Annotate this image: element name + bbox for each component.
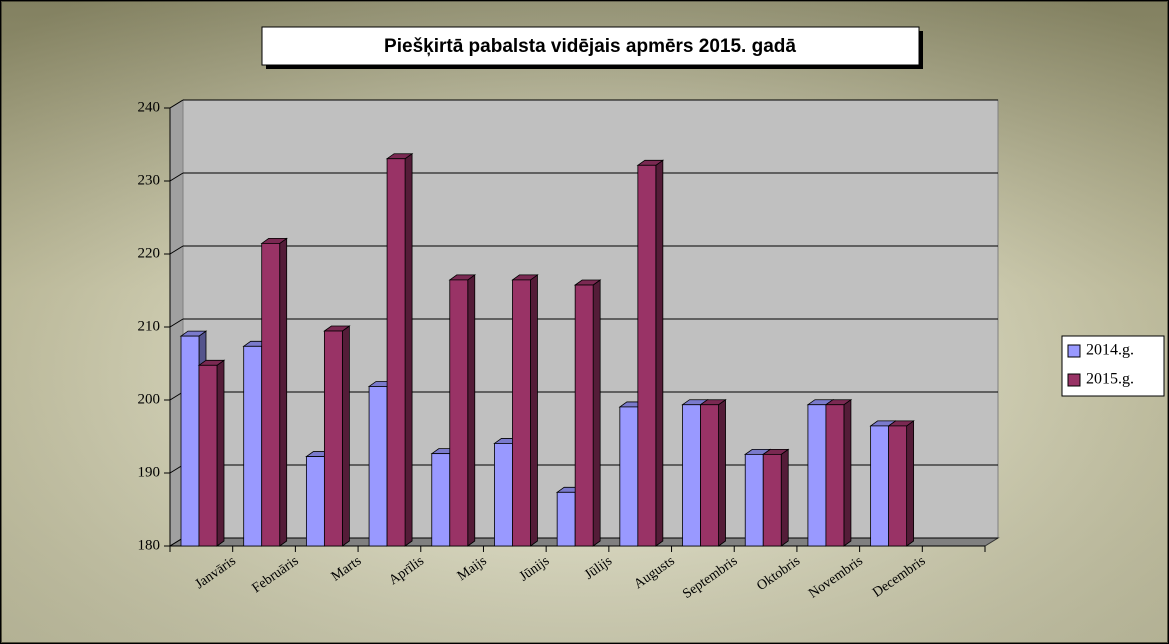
legend-swatch [1067,344,1081,358]
bar [197,359,226,547]
grid-line-side [169,99,184,109]
bar-front [386,158,406,547]
bar-front [261,242,281,547]
bar-front [556,491,576,547]
bar-front [243,345,263,547]
bar [636,159,665,547]
bar-front [888,425,908,547]
bar-side [216,359,225,547]
bar [761,448,790,547]
title-box [261,26,920,66]
y-tick-label: 220 [138,245,161,261]
bar [448,274,477,547]
bar-side [467,274,476,547]
y-tick-label: 190 [138,464,161,480]
legend-label: 2014.g. [1086,342,1134,359]
bar [260,237,288,547]
y-tick-label: 230 [138,172,161,188]
bar-front [368,386,388,547]
bar [887,420,915,547]
bar-side [655,159,664,547]
bar-side [279,237,288,547]
bar [824,398,853,547]
bar-front [762,453,782,547]
bar-front [870,425,890,547]
bar-front [574,284,594,547]
bar-side [780,448,789,547]
legend-swatch [1067,373,1081,387]
bar [323,325,351,547]
chart-title: Piešķirtā pabalsta vidējais apmērs 2015.… [384,36,796,57]
bar-front [494,443,513,547]
bar-side [530,274,538,547]
bar-front [180,335,200,547]
grid-line-side [169,172,184,182]
grid-line-side [169,245,184,255]
bar-front [825,404,845,547]
bar-front [637,164,657,547]
bar-front [807,404,827,547]
y-tick-label: 240 [138,99,161,115]
bar-front [449,279,469,547]
bar-front [323,330,343,547]
bar-front [512,279,531,547]
bar [573,279,602,547]
bar-side [592,279,601,547]
bar [385,152,414,547]
bar-front [619,406,639,547]
grid-line-side [169,318,184,328]
bar-side [906,420,915,547]
legend-label: 2015.g. [1086,371,1134,388]
y-tick-label: 180 [138,537,161,553]
bar-side [404,152,413,547]
bar-front [198,364,218,547]
y-tick-label: 210 [138,318,161,334]
bar-front [305,456,325,547]
bar-side [718,398,726,547]
bar-front [744,453,764,547]
bar-side [843,398,852,547]
bar-side [341,325,350,547]
y-tick-label: 200 [138,391,161,407]
bar [511,274,539,547]
bar-front [682,404,701,547]
bar-front [700,404,719,547]
bar-front [431,453,451,547]
bar [699,398,727,547]
